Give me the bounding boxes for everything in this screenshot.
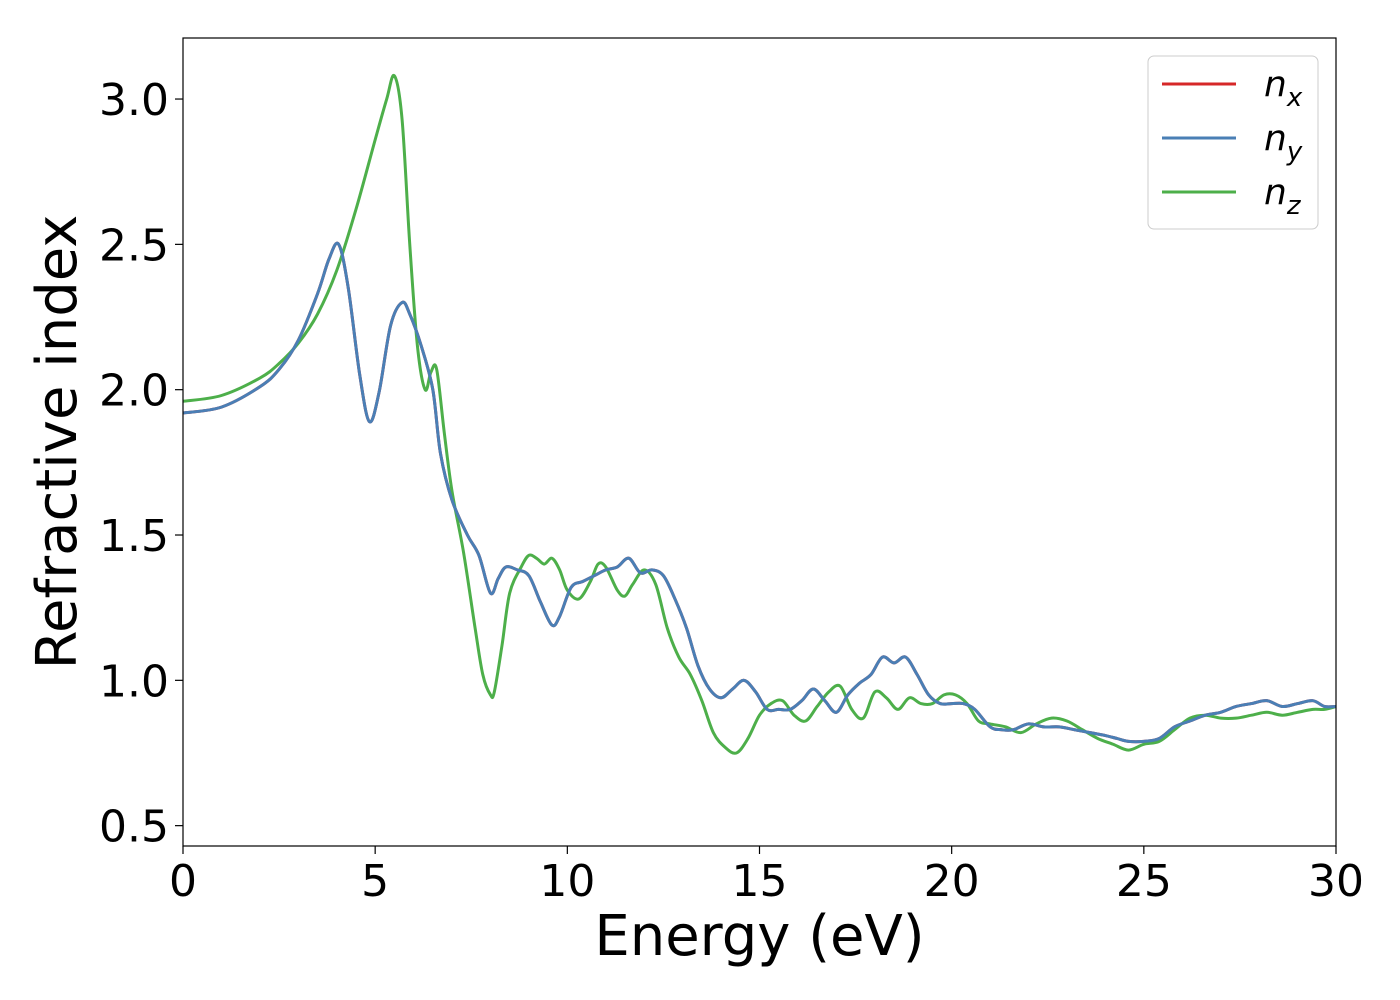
y-axis-label: Refractive index <box>25 215 90 670</box>
y-tick-label: 1.5 <box>99 511 169 562</box>
x-tick-label: 5 <box>361 856 389 907</box>
y-tick-label: 0.5 <box>99 802 169 853</box>
legend: nx ny nz <box>1147 55 1319 230</box>
series-layer <box>183 73 1336 755</box>
x-tick-label: 20 <box>924 856 980 907</box>
y-ticks: 0.5 1.0 1.5 2.0 2.5 3.0 <box>99 75 183 853</box>
x-tick-label: 25 <box>1116 856 1172 907</box>
y-tick-label: 2.0 <box>99 366 169 417</box>
x-tick-label: 10 <box>539 856 595 907</box>
x-ticks: 0 5 10 15 20 25 30 <box>169 846 1364 907</box>
y-tick-label: 2.5 <box>99 220 169 271</box>
x-tick-label: 30 <box>1308 856 1364 907</box>
series-line-n-y <box>183 241 1336 744</box>
legend-entries: nx ny nz <box>1162 64 1303 221</box>
x-tick-label: 15 <box>732 856 788 907</box>
y-tick-label: 3.0 <box>99 75 169 126</box>
x-axis-label: Energy (eV) <box>594 904 924 969</box>
legend-label-n-z: nz <box>1264 172 1302 221</box>
x-tick-label: 0 <box>169 856 197 907</box>
legend-label-n-y: ny <box>1264 118 1303 167</box>
legend-label-n-x: nx <box>1264 64 1303 113</box>
y-tick-label: 1.0 <box>99 656 169 707</box>
legend-box <box>1147 55 1319 230</box>
